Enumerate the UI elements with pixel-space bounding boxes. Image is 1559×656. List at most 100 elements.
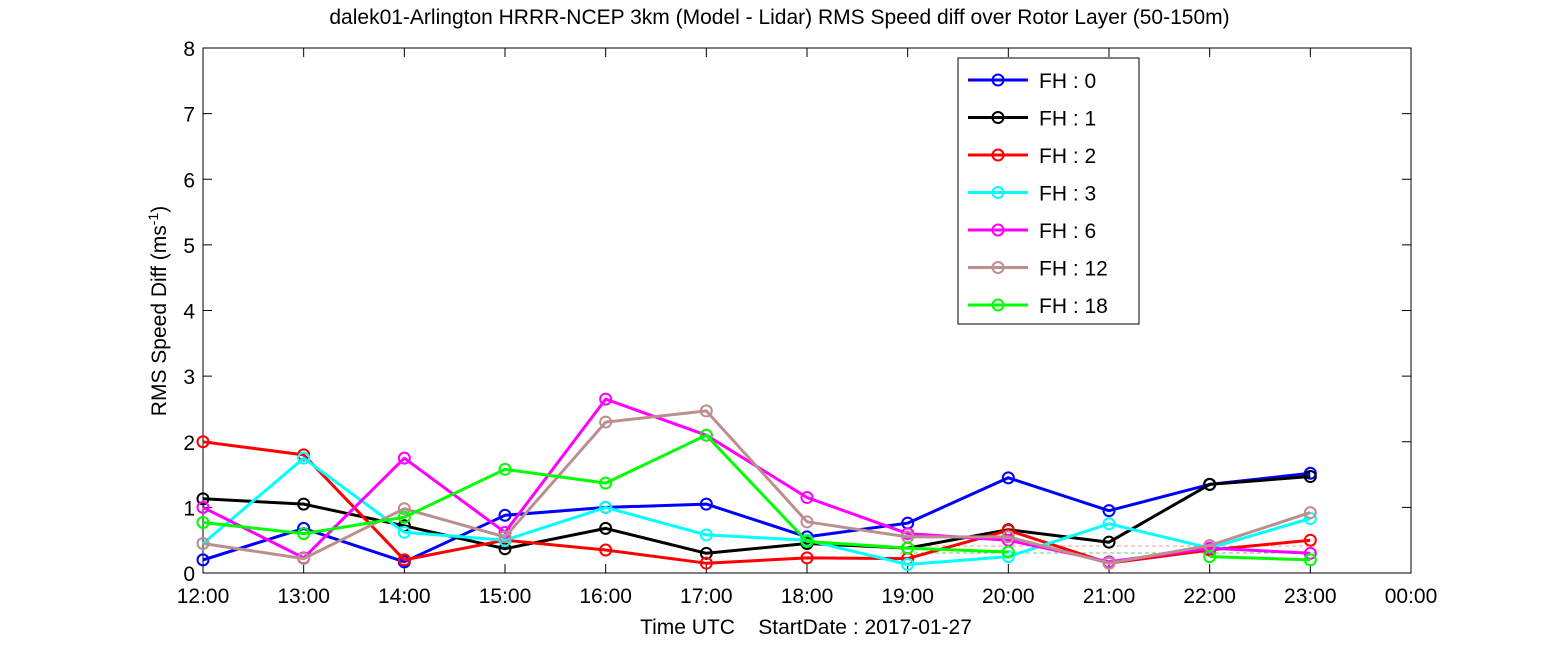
- legend-label: FH : 18: [1039, 295, 1108, 318]
- data-point: [800, 515, 814, 529]
- x-tick-label: 22:00: [1183, 585, 1236, 608]
- data-point: [1303, 533, 1317, 547]
- y-tick-label: 0: [183, 563, 195, 586]
- data-point: [1001, 545, 1015, 559]
- plot-border: [202, 47, 1412, 574]
- legend-item: FH : 3: [968, 183, 1096, 206]
- data-point: [699, 404, 713, 418]
- data-point: [1102, 504, 1116, 518]
- y-axis-label-superscript: -1: [145, 213, 161, 226]
- data-point: [297, 451, 311, 465]
- legend-swatch-marker: [991, 261, 1005, 274]
- data-point: [397, 510, 411, 524]
- data-point: [196, 500, 210, 514]
- y-tick-label: 8: [183, 38, 195, 61]
- data-point: [196, 536, 210, 550]
- legend-item: FH : 18: [968, 295, 1108, 318]
- data-point: [800, 551, 814, 565]
- y-tick-label: 2: [183, 432, 195, 455]
- y-tick-label: 6: [183, 169, 195, 192]
- legend-swatch-marker: [991, 111, 1005, 124]
- chart-title: dalek01-Arlington HRRR-NCEP 3km (Model -…: [329, 6, 1230, 29]
- data-point: [599, 521, 613, 535]
- y-axis-label-main: RMS Speed Diff (ms: [148, 225, 171, 416]
- data-point: [800, 535, 814, 548]
- legend-item: FH : 2: [968, 145, 1096, 168]
- data-point: [1102, 535, 1116, 549]
- data-point: [196, 553, 210, 567]
- y-tick-label: 5: [183, 235, 195, 258]
- x-tick-label: 18:00: [781, 585, 834, 608]
- data-point: [800, 491, 814, 505]
- y-tick-label: 4: [183, 301, 195, 324]
- plot-frame: [202, 47, 1412, 574]
- data-point: [1303, 470, 1317, 484]
- x-tick-label: 12:00: [177, 585, 230, 608]
- data-point: [196, 435, 210, 449]
- x-tick-label: 23:00: [1284, 585, 1337, 608]
- data-point: [699, 497, 713, 511]
- x-axis-label: Time UTC StartDate : 2017-01-27: [640, 616, 972, 639]
- x-tick-label: 19:00: [881, 585, 934, 608]
- legend-label: FH : 2: [1039, 145, 1096, 168]
- y-tick-label: 3: [183, 366, 195, 389]
- y-axis-label-close: ): [148, 206, 171, 213]
- data-point: [196, 492, 210, 506]
- x-tick-label: 21:00: [1083, 585, 1136, 608]
- data-point: [1001, 471, 1015, 485]
- y-tick-label: 7: [183, 104, 195, 127]
- data-point: [1203, 477, 1217, 491]
- data-point: [1102, 556, 1116, 570]
- series-fh-6: [196, 392, 1317, 569]
- series-line: [202, 433, 1311, 562]
- data-point: [599, 392, 613, 406]
- legend-swatch-marker: [991, 73, 1005, 87]
- data-point: [901, 557, 915, 571]
- data-point: [1303, 553, 1317, 567]
- legend-item: FH : 6: [968, 220, 1096, 243]
- data-point: [599, 543, 613, 557]
- data-point: [397, 502, 411, 516]
- data-point: [699, 528, 713, 542]
- series-fh-18: [196, 428, 1317, 567]
- data-point: [397, 553, 411, 567]
- legend-label: FH : 3: [1039, 183, 1096, 206]
- legend-item: FH : 0: [968, 70, 1096, 93]
- data-point: [901, 541, 915, 555]
- data-point: [699, 546, 713, 560]
- series-fh-12: [196, 404, 1317, 570]
- series-fh-3: [196, 451, 1317, 571]
- data-point: [498, 508, 512, 522]
- y-axis-label: RMS Speed Diff (ms-1): [145, 206, 171, 416]
- legend-item: FH : 12: [968, 258, 1108, 281]
- y-tick-label: 1: [183, 497, 195, 520]
- legend-label: FH : 12: [1039, 258, 1108, 281]
- data-point: [1001, 530, 1015, 544]
- data-point: [599, 476, 613, 490]
- series-line: [202, 471, 1311, 564]
- data-point: [498, 462, 512, 476]
- data-point: [196, 515, 210, 529]
- legend-swatch-marker: [991, 186, 1005, 199]
- data-point: [397, 451, 411, 465]
- x-axis: 12:00 13:00 14:00 15:00 16:00 17:00 18:00 19:00…: [177, 48, 1438, 608]
- data-point: [1102, 517, 1116, 531]
- legend: FH : 0 FH : 1 FH : 2 FH : 3 FH : 6 FH : 12 FH …: [957, 57, 1140, 325]
- data-point: [297, 527, 311, 541]
- legend-label: FH : 1: [1039, 108, 1096, 131]
- x-tick-label: 00:00: [1385, 585, 1438, 608]
- legend-label: FH : 6: [1039, 220, 1096, 243]
- legend-item: FH : 1: [968, 108, 1096, 131]
- x-tick-label: 20:00: [982, 585, 1035, 608]
- data-point: [397, 525, 411, 539]
- data-point: [599, 500, 613, 514]
- y-axis: 0 1 2 3 4 5 6 7 8: [183, 38, 1411, 586]
- data-point: [699, 428, 713, 442]
- data-point: [1303, 506, 1317, 520]
- x-tick-label: 17:00: [680, 585, 733, 608]
- legend-swatch-marker: [991, 223, 1005, 237]
- series-line: [202, 409, 1311, 565]
- series-layer: [196, 392, 1317, 571]
- legend-swatch-marker: [991, 148, 1005, 162]
